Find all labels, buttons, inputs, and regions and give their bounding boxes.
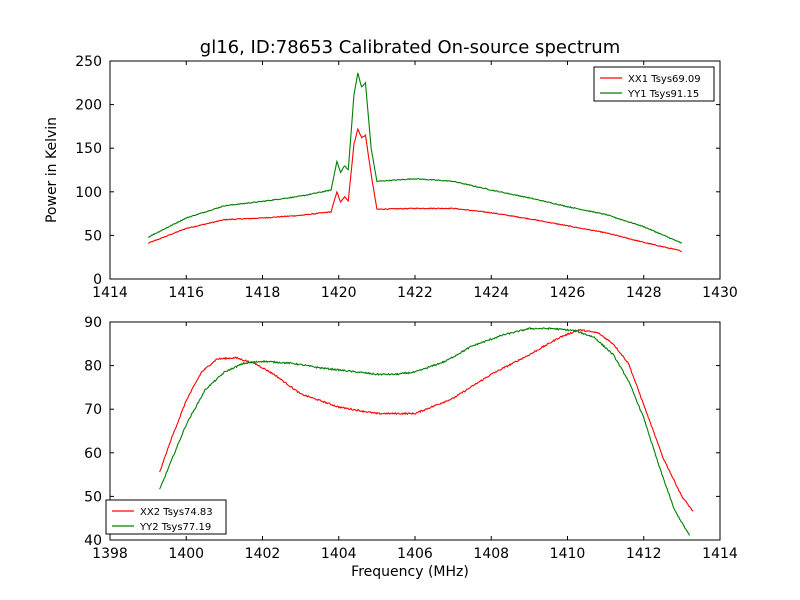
legend-entry-2: YY2 Tsys77.19: [139, 522, 211, 533]
x-tick-label: 1416: [168, 285, 204, 301]
legend-entry-2: YY1 Tsys91.15: [627, 89, 699, 100]
figure-title: gl16, ID:78653 Calibrated On-source spec…: [200, 37, 620, 58]
series-line-1: [159, 328, 694, 512]
x-tick-label: 1430: [702, 285, 738, 301]
x-axis-label: Frequency (MHz): [351, 564, 469, 580]
series-line-1: [148, 127, 683, 252]
x-tick-label: 1422: [397, 285, 433, 301]
legend: XX1 Tsys69.09 YY1 Tsys91.15: [593, 66, 715, 102]
x-tick-label: 1420: [321, 285, 357, 301]
series-line-2: [159, 327, 691, 536]
y-tick-label: 60: [84, 446, 102, 462]
y-tick-label: 90: [84, 315, 102, 331]
series-line-2: [148, 72, 683, 244]
legend-box: [593, 66, 715, 102]
x-tick-label: 1414: [702, 546, 738, 562]
y-tick-label: 80: [84, 359, 102, 375]
y-tick-label: 50: [84, 228, 102, 244]
y-tick-label: 200: [75, 98, 102, 114]
y-tick-label: 50: [84, 489, 102, 505]
x-tick-label: 1408: [473, 546, 509, 562]
x-tick-label: 1410: [550, 546, 586, 562]
x-tick-label: 1426: [550, 285, 586, 301]
x-tick-label: 1400: [168, 546, 204, 562]
x-tick-label: 1418: [245, 285, 281, 301]
y-tick-label: 0: [93, 272, 102, 288]
y-tick-label: 70: [84, 402, 102, 418]
y-tick-label: 250: [75, 54, 102, 70]
x-tick-label: 1404: [321, 546, 357, 562]
bottom-subplot: 1398 1400 1402 1404 1406 1408 1410 1412 1414 40 50…: [84, 315, 738, 580]
legend: XX2 Tsys74.83 YY2 Tsys77.19: [105, 499, 227, 535]
x-tick-label: 1402: [245, 546, 281, 562]
legend-entry-1: XX1 Tsys69.09: [628, 74, 701, 85]
y-tick-label: 150: [75, 141, 102, 157]
legend-entry-1: XX2 Tsys74.83: [140, 507, 213, 518]
x-tick-label: 1428: [626, 285, 662, 301]
top-subplot: 1414 1416 1418 1420 1422 1424 1426 1428 1430 0 50 1…: [44, 54, 738, 301]
x-tick-label: 1412: [626, 546, 662, 562]
legend-box: [105, 499, 227, 535]
x-tick-label: 1424: [473, 285, 509, 301]
y-axis-label: Power in Kelvin: [44, 117, 60, 223]
x-tick-label: 1398: [92, 546, 128, 562]
x-tick-label: 1406: [397, 546, 433, 562]
y-tick-label: 100: [75, 185, 102, 201]
y-tick-label: 40: [84, 533, 102, 549]
x-tick-label: 1414: [92, 285, 128, 301]
